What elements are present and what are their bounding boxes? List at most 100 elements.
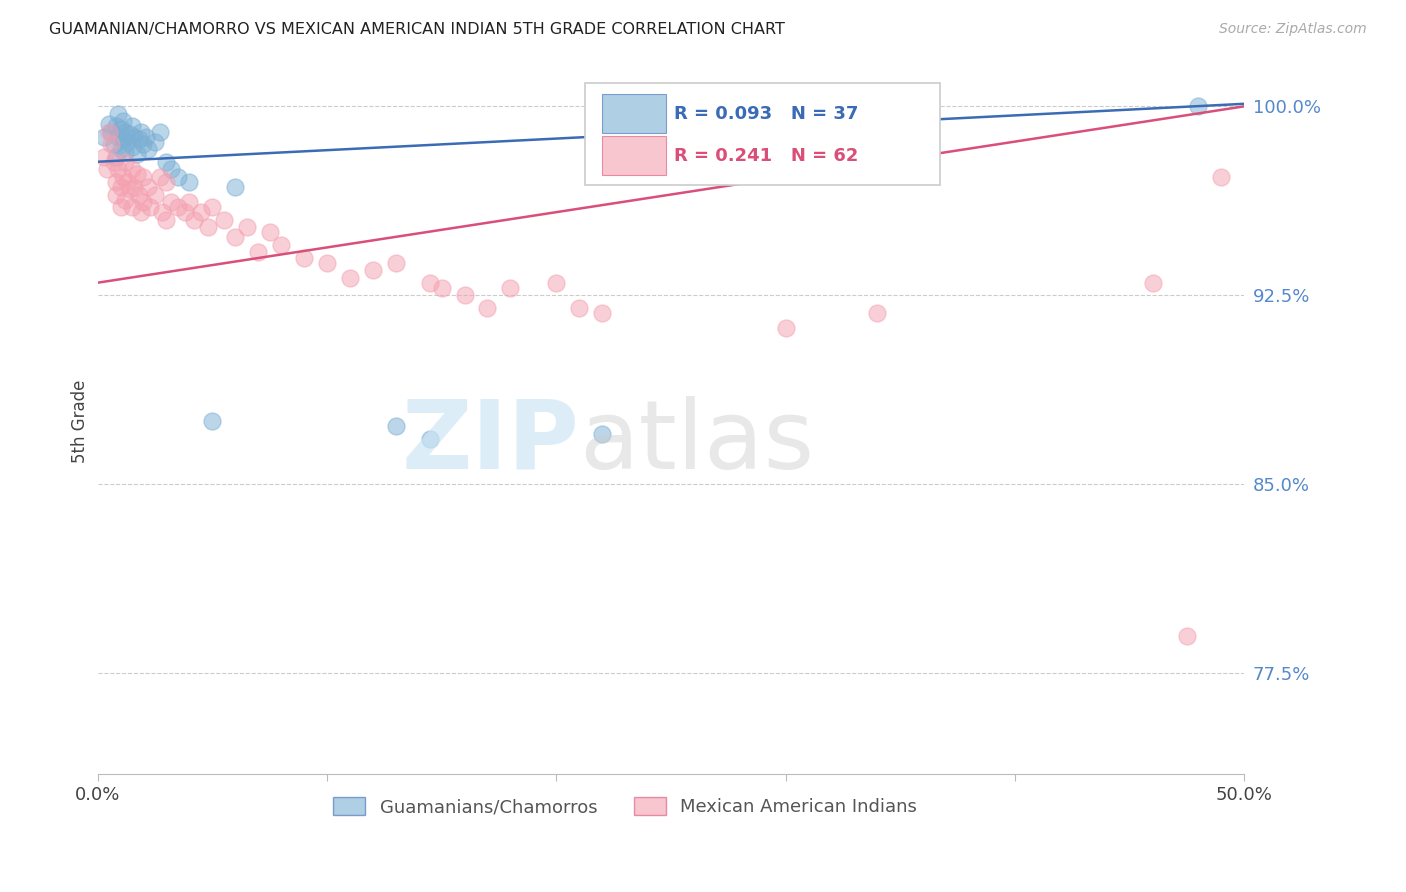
Point — [1187, 99, 1209, 113]
Point — [247, 245, 270, 260]
Text: GUAMANIAN/CHAMORRO VS MEXICAN AMERICAN INDIAN 5TH GRADE CORRELATION CHART: GUAMANIAN/CHAMORRO VS MEXICAN AMERICAN I… — [49, 22, 785, 37]
Point — [104, 187, 127, 202]
Point — [129, 124, 152, 138]
Point — [201, 414, 224, 428]
Text: atlas: atlas — [579, 396, 814, 489]
Point — [117, 135, 139, 149]
Point — [546, 276, 568, 290]
Point — [499, 281, 522, 295]
Point — [150, 205, 173, 219]
Point — [148, 124, 170, 138]
Point — [96, 162, 118, 177]
Point — [128, 132, 150, 146]
Point — [118, 127, 141, 141]
FancyBboxPatch shape — [602, 136, 666, 175]
Point — [197, 220, 219, 235]
Point — [591, 306, 613, 320]
Point — [155, 212, 177, 227]
Point — [160, 195, 183, 210]
Point — [110, 200, 132, 214]
FancyBboxPatch shape — [602, 95, 666, 133]
Point — [316, 255, 339, 269]
Text: ZIP: ZIP — [401, 396, 579, 489]
Point — [107, 107, 129, 121]
Legend: Guamanians/Chamorros, Mexican American Indians: Guamanians/Chamorros, Mexican American I… — [323, 788, 927, 825]
Point — [135, 129, 157, 144]
Point — [361, 263, 384, 277]
Point — [866, 306, 889, 320]
Point — [132, 195, 155, 210]
Point — [224, 180, 246, 194]
Point — [1175, 628, 1198, 642]
Point — [419, 432, 441, 446]
Point — [419, 276, 441, 290]
Point — [384, 255, 406, 269]
Point — [259, 225, 281, 239]
Point — [114, 193, 136, 207]
Point — [212, 212, 235, 227]
Point — [179, 175, 201, 189]
Point — [121, 139, 143, 153]
Point — [100, 137, 122, 152]
Point — [190, 205, 212, 219]
Point — [132, 169, 155, 184]
Point — [591, 426, 613, 441]
Point — [117, 175, 139, 189]
Point — [1211, 169, 1233, 184]
Point — [201, 200, 224, 214]
Point — [110, 122, 132, 136]
FancyBboxPatch shape — [585, 83, 941, 185]
Point — [98, 124, 121, 138]
Point — [111, 114, 134, 128]
Point — [110, 142, 132, 156]
Point — [1142, 276, 1164, 290]
Text: R = 0.241   N = 62: R = 0.241 N = 62 — [675, 146, 859, 165]
Point — [93, 129, 115, 144]
Point — [136, 142, 159, 156]
Point — [121, 120, 143, 134]
Point — [235, 220, 257, 235]
Point — [129, 205, 152, 219]
Point — [136, 180, 159, 194]
Point — [98, 117, 121, 131]
Point — [107, 129, 129, 144]
Point — [166, 169, 188, 184]
Point — [143, 135, 166, 149]
Point — [270, 238, 292, 252]
Point — [179, 195, 201, 210]
Point — [384, 419, 406, 434]
Point — [143, 187, 166, 202]
Point — [568, 301, 591, 315]
Point — [111, 132, 134, 146]
Point — [183, 212, 205, 227]
Point — [292, 251, 315, 265]
Point — [107, 162, 129, 177]
Point — [160, 162, 183, 177]
Point — [775, 321, 797, 335]
Point — [122, 129, 145, 144]
Point — [93, 150, 115, 164]
Point — [166, 200, 188, 214]
Point — [139, 200, 162, 214]
Point — [114, 124, 136, 138]
Text: Source: ZipAtlas.com: Source: ZipAtlas.com — [1219, 22, 1367, 37]
Point — [339, 270, 361, 285]
Point — [121, 162, 143, 177]
Point — [128, 187, 150, 202]
Point — [155, 175, 177, 189]
Point — [114, 154, 136, 169]
Point — [453, 288, 475, 302]
Point — [110, 180, 132, 194]
Point — [114, 145, 136, 159]
Point — [477, 301, 499, 315]
Point — [173, 205, 195, 219]
Point — [100, 124, 122, 138]
Point — [122, 180, 145, 194]
Point — [118, 182, 141, 196]
Point — [104, 150, 127, 164]
Point — [103, 154, 125, 169]
Point — [155, 154, 177, 169]
Y-axis label: 5th Grade: 5th Grade — [72, 380, 89, 463]
Text: R = 0.093   N = 37: R = 0.093 N = 37 — [675, 104, 859, 123]
Point — [125, 167, 148, 181]
